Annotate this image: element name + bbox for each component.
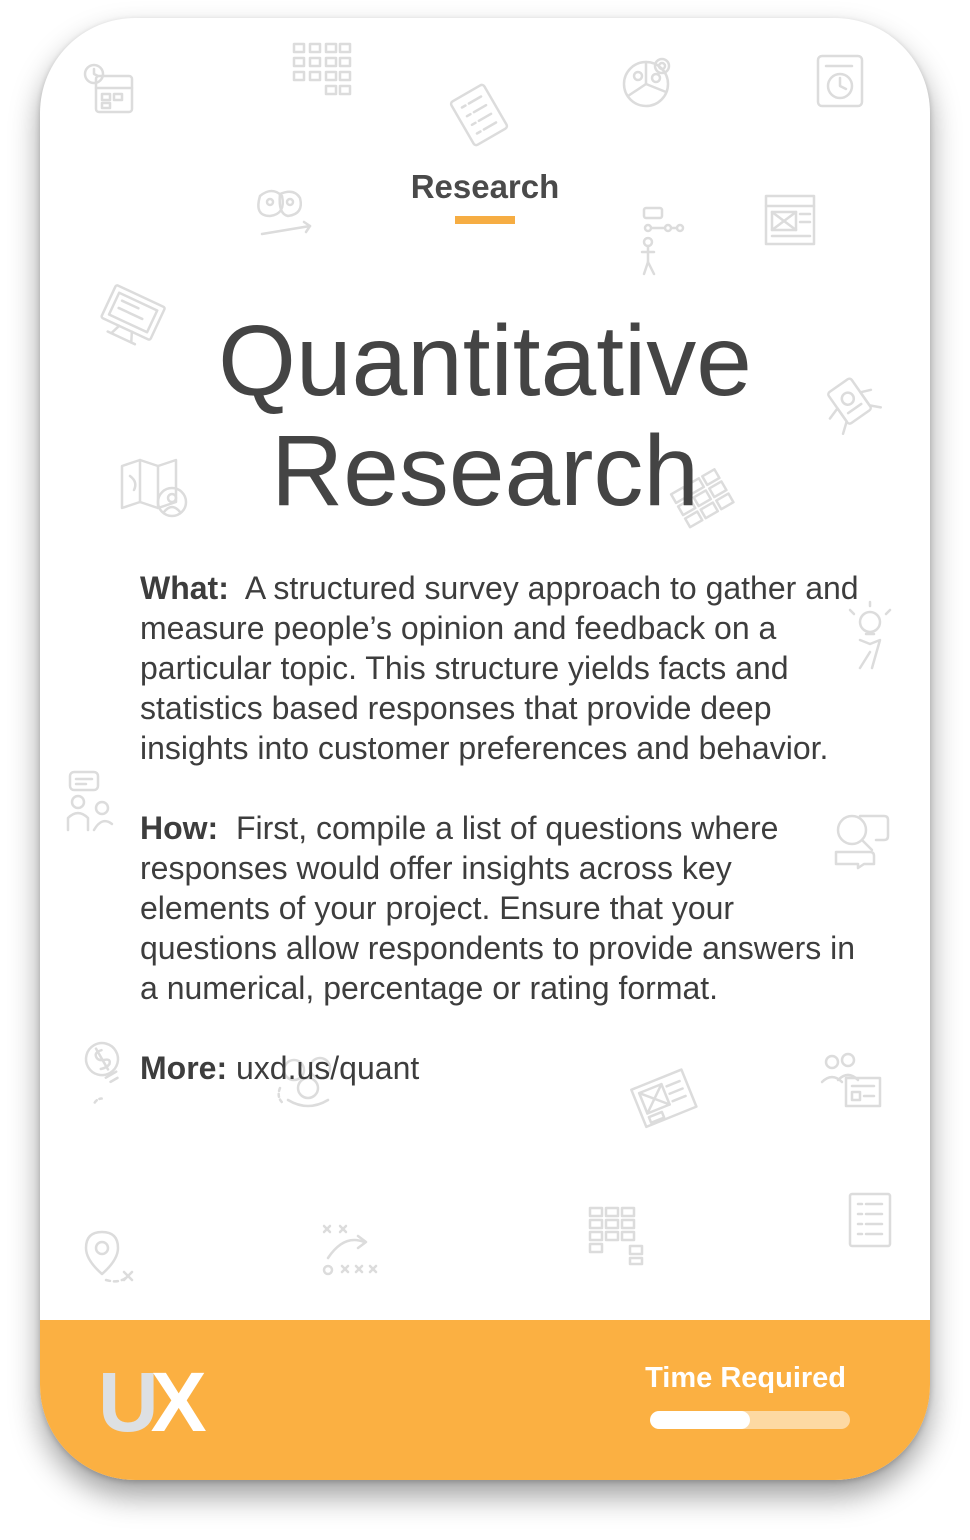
background-icon-pattern	[40, 18, 930, 1318]
grid-icon	[292, 42, 352, 96]
how-section: How: First, compile a list of questions …	[140, 808, 860, 1008]
checklist-icon	[449, 83, 509, 147]
logo-x: X	[150, 1355, 207, 1449]
location-pin-icon	[84, 1230, 134, 1283]
more-link[interactable]: uxd.us/quant	[236, 1050, 420, 1086]
team-icon	[277, 1056, 332, 1108]
method-card: Research Quantitative Research What: A s…	[40, 18, 930, 1480]
document-clock-icon	[816, 54, 864, 108]
money-bulb-icon	[84, 1041, 120, 1104]
tiles-icon	[669, 468, 735, 529]
time-required-fill	[650, 1411, 750, 1429]
what-text: A structured survey approach to gather a…	[140, 570, 859, 766]
category-label: Research	[410, 168, 560, 205]
title-line-1: Quantitative	[218, 305, 752, 417]
lightbulb-person-icon	[848, 600, 892, 670]
wireframe-tilted-icon	[630, 1068, 698, 1129]
strategy-play-icon	[322, 1224, 378, 1276]
computer-icon	[100, 284, 166, 346]
wireframe-icon	[764, 194, 816, 246]
hands-clipboard-icon	[827, 377, 882, 436]
time-required-bar	[650, 1411, 850, 1429]
more-label: More:	[140, 1050, 228, 1086]
ux-logo: UX	[98, 1360, 207, 1444]
magnifier-chat-icon	[834, 814, 890, 870]
category-underline	[455, 216, 515, 224]
title-line-2: Research	[271, 415, 699, 527]
time-required-label: Time Required	[645, 1362, 846, 1394]
what-section: What: A structured survey approach to ga…	[140, 568, 860, 768]
flowchart-person-icon	[640, 206, 685, 276]
how-label: How:	[140, 810, 219, 846]
sticky-notes-icon	[257, 189, 312, 236]
people-board-icon	[820, 1052, 882, 1108]
people-chart-icon	[622, 57, 671, 108]
card-footer: UX Time Required	[40, 1320, 930, 1480]
chat-person-icon	[66, 770, 114, 832]
logo-u: U	[98, 1355, 159, 1449]
list-document-icon	[848, 1192, 892, 1248]
block-grid-icon	[588, 1206, 644, 1266]
card-title: Quantitative Research	[40, 306, 930, 526]
how-text: First, compile a list of questions where…	[140, 810, 856, 1006]
more-section: More: uxd.us/quant	[140, 1048, 860, 1088]
what-label: What:	[140, 570, 229, 606]
calendar-clock-icon	[83, 63, 134, 114]
map-location-icon	[120, 458, 188, 518]
card-content: What: A structured survey approach to ga…	[140, 568, 860, 1128]
